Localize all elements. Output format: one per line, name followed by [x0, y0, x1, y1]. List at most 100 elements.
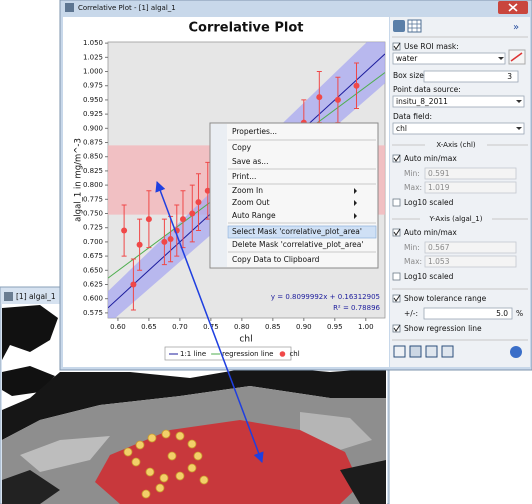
legend-label: chl [289, 350, 299, 358]
menu-item[interactable]: Save as... [232, 157, 268, 166]
data-point [130, 281, 137, 288]
menu-item[interactable]: Properties... [232, 127, 277, 136]
menu-item[interactable]: Zoom Out [232, 198, 270, 207]
data-point [316, 94, 323, 101]
x-axis-label: chl [239, 335, 252, 345]
label: Log10 scaled [404, 198, 454, 207]
label: Box size: [393, 71, 426, 80]
data-point [136, 241, 143, 248]
label: Data field: [393, 112, 432, 121]
edit-button[interactable] [409, 345, 422, 358]
checkbox[interactable] [392, 294, 401, 303]
y-tick-label: 1.000 [83, 68, 103, 76]
checkbox[interactable] [392, 272, 401, 281]
x-tick-label: 0.85 [265, 323, 281, 331]
check [393, 228, 401, 236]
menu-item[interactable]: Copy Data to Clipboard [232, 255, 320, 264]
y-tick-label: 0.925 [83, 110, 103, 118]
menu-item[interactable]: Delete Mask 'correlative_plot_area' [232, 240, 363, 249]
refresh-button[interactable] [393, 20, 405, 32]
context-menu: Properties... Copy Save as... Print... Z… [209, 122, 379, 269]
print-button[interactable] [441, 345, 454, 358]
checkbox[interactable] [392, 324, 401, 333]
data-point [161, 238, 168, 245]
y-tick-label: 0.900 [83, 124, 103, 132]
y-tick-label: 0.575 [83, 309, 103, 317]
menu-bg [209, 122, 379, 269]
legend-label: regression line [222, 350, 273, 358]
x-tick-label: 0.90 [296, 323, 312, 331]
x-min-field [424, 167, 517, 180]
tolerance-field[interactable] [423, 307, 513, 320]
data-point [145, 216, 152, 223]
main-window-title: Correlative Plot - [1] algal_1 [78, 4, 176, 12]
data-point [121, 227, 128, 234]
table-button[interactable] [407, 19, 422, 33]
close-icon [508, 3, 518, 12]
data-field-combo[interactable] [392, 122, 525, 135]
annotation-arrow [155, 181, 264, 463]
y-min-field [424, 241, 517, 254]
box-size-field[interactable] [423, 70, 519, 83]
x-tick-label: 0.95 [327, 323, 343, 331]
checkbox[interactable] [392, 228, 401, 237]
checkbox[interactable] [392, 42, 401, 51]
roi-mask-combo[interactable] [392, 52, 506, 65]
value: 3 [507, 72, 512, 81]
y-tick-label: 0.700 [83, 238, 103, 246]
menu-item[interactable]: Select Mask 'correlative_plot_area' [232, 227, 362, 236]
y-tick-label: 0.950 [83, 96, 103, 104]
y-tick-label: 0.750 [83, 210, 103, 218]
zoom-button[interactable] [393, 345, 406, 358]
value: insitu_8_2011 [396, 97, 448, 106]
label: +/-: [404, 309, 418, 318]
combo-arrow [516, 127, 522, 130]
checkbox[interactable] [392, 198, 401, 207]
check [393, 324, 401, 332]
x-max-field [424, 181, 517, 194]
x-tick-label: 1.00 [358, 323, 374, 331]
mask-icon [510, 52, 523, 62]
y-tick-label: 0.650 [83, 266, 103, 274]
label: Min: [404, 169, 420, 178]
export-button[interactable] [425, 345, 438, 358]
label: Use ROI mask: [404, 42, 459, 51]
y-max-field [424, 255, 517, 268]
menu-item[interactable]: Print... [232, 172, 256, 181]
data-point [179, 216, 186, 223]
value: 1.053 [428, 257, 450, 266]
x-tick-label: 0.80 [234, 323, 250, 331]
label: Point data source: [393, 85, 461, 94]
data-point [189, 210, 196, 217]
overflow-button[interactable]: » [513, 22, 519, 33]
r-squared: R² = 0.78896 [333, 304, 380, 312]
menu-item[interactable]: Zoom In [232, 186, 263, 195]
check [393, 294, 401, 302]
equation-box [266, 290, 382, 315]
y-tick-label: 0.850 [83, 153, 103, 161]
value: 5.0 [496, 309, 508, 318]
combo-arrow [516, 100, 522, 103]
value: 1.019 [428, 183, 450, 192]
label: Show tolerance range [404, 294, 487, 303]
data-point [334, 96, 341, 103]
point-source-combo[interactable] [392, 95, 525, 108]
submenu-arrow [354, 188, 357, 194]
settings-panel: » Use ROI mask: water Box size: 3 Point … [390, 17, 530, 367]
label: Log10 scaled [404, 272, 454, 281]
check [393, 42, 401, 50]
menu-item[interactable]: Auto Range [232, 211, 276, 220]
x-tick-label: 0.60 [110, 323, 126, 331]
menu-item[interactable]: Copy [232, 143, 252, 152]
regression-equation: y = 0.8099992x + 0.16312905 [271, 293, 380, 301]
label: Auto min/max [404, 154, 457, 163]
label: Auto min/max [404, 228, 457, 237]
section-title: Y-Axis (algal_1) [429, 215, 483, 223]
y-tick-label: 0.725 [83, 224, 103, 232]
legend-label: 1:1 line [180, 350, 206, 358]
section-title: X-Axis (chl) [436, 141, 476, 149]
help-button[interactable] [510, 346, 522, 358]
checkbox[interactable] [392, 154, 401, 163]
x-tick-label: 0.65 [141, 323, 157, 331]
